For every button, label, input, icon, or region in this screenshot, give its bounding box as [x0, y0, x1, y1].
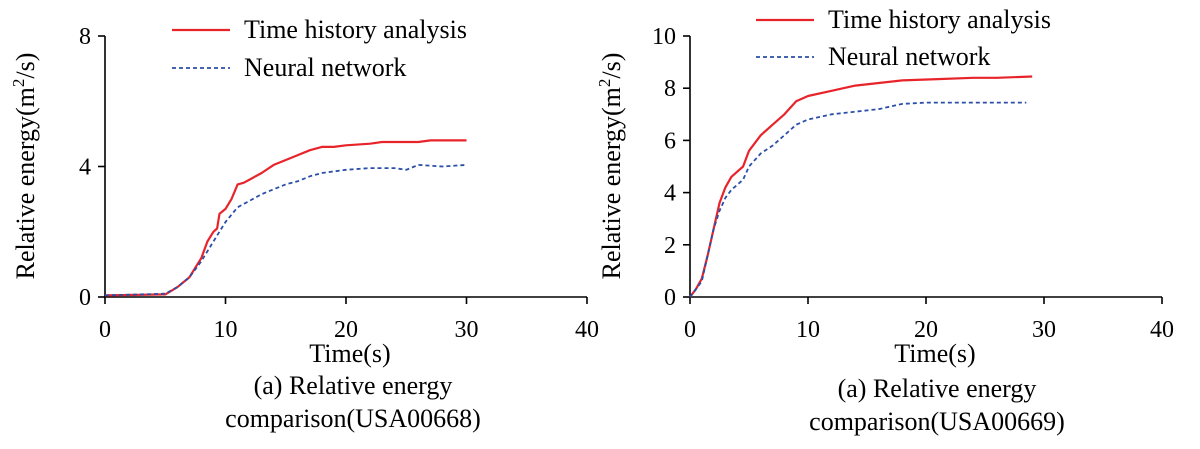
series-line-neural-network	[104, 163, 467, 297]
y-axis-label: Relative energy(m2/s)	[595, 53, 626, 280]
y-tick-label: 4	[79, 155, 91, 181]
series-line-neural-network	[689, 101, 1027, 298]
x-tick-label: 0	[99, 317, 111, 343]
x-axis-label: Time(s)	[309, 339, 390, 368]
x-tick-label: 10	[214, 317, 238, 343]
y-axis-label-unit: /s)	[11, 53, 40, 79]
x-tick-label: 20	[914, 317, 938, 343]
x-axis-label: Time(s)	[894, 339, 975, 368]
legend-label: Neural network	[828, 42, 990, 71]
chart-panel-2: 0 10 20 30 40 0 2 4 6 8 10 Time(s) Relative energy(m…	[595, 5, 1174, 436]
chart-caption-line-1: (a) Relative energy	[838, 374, 1037, 403]
chart-caption-line-1: (a) Relative energy	[254, 371, 453, 400]
y-tick-label: 2	[664, 233, 676, 259]
legend-label: Time history analysis	[828, 5, 1051, 34]
legend-label: Time history analysis	[244, 15, 467, 44]
y-tick-label: 6	[664, 128, 676, 154]
x-tick-label: 20	[334, 317, 358, 343]
y-axis-label: Relative energy(m2/s)	[9, 53, 40, 280]
y-axis-label-superscript: 2	[595, 79, 614, 88]
x-tick-label: 30	[1032, 317, 1056, 343]
x-tick-label: 0	[684, 317, 696, 343]
y-tick-label: 0	[664, 285, 676, 311]
y-tick-label: 4	[664, 181, 676, 207]
chart-caption-line-2: comparison(USA00668)	[225, 404, 481, 433]
chart-caption-line-2: comparison(USA00669)	[809, 407, 1065, 436]
x-tick-label: 40	[575, 317, 599, 343]
y-axis-label-superscript: 2	[9, 79, 28, 88]
x-tick-label: 10	[796, 317, 820, 343]
y-axis-label-main: Relative energy(m	[597, 87, 626, 279]
series-line-time-history-analysis	[689, 75, 1033, 298]
y-tick-label: 8	[664, 76, 676, 102]
chart-panel-1: 0 10 20 30 40 0 4 8 Time(s) Relative energy(m2/s)…	[9, 15, 599, 433]
y-axis-label-main: Relative energy(m	[11, 87, 40, 279]
y-tick-label: 10	[652, 24, 676, 50]
x-tick-label: 30	[455, 317, 479, 343]
y-tick-label: 0	[79, 285, 91, 311]
legend-label: Neural network	[244, 53, 406, 82]
x-tick-label: 40	[1150, 317, 1174, 343]
y-axis-label-unit: /s)	[597, 53, 626, 79]
y-tick-label: 8	[79, 24, 91, 50]
series-line-time-history-analysis	[104, 139, 467, 297]
